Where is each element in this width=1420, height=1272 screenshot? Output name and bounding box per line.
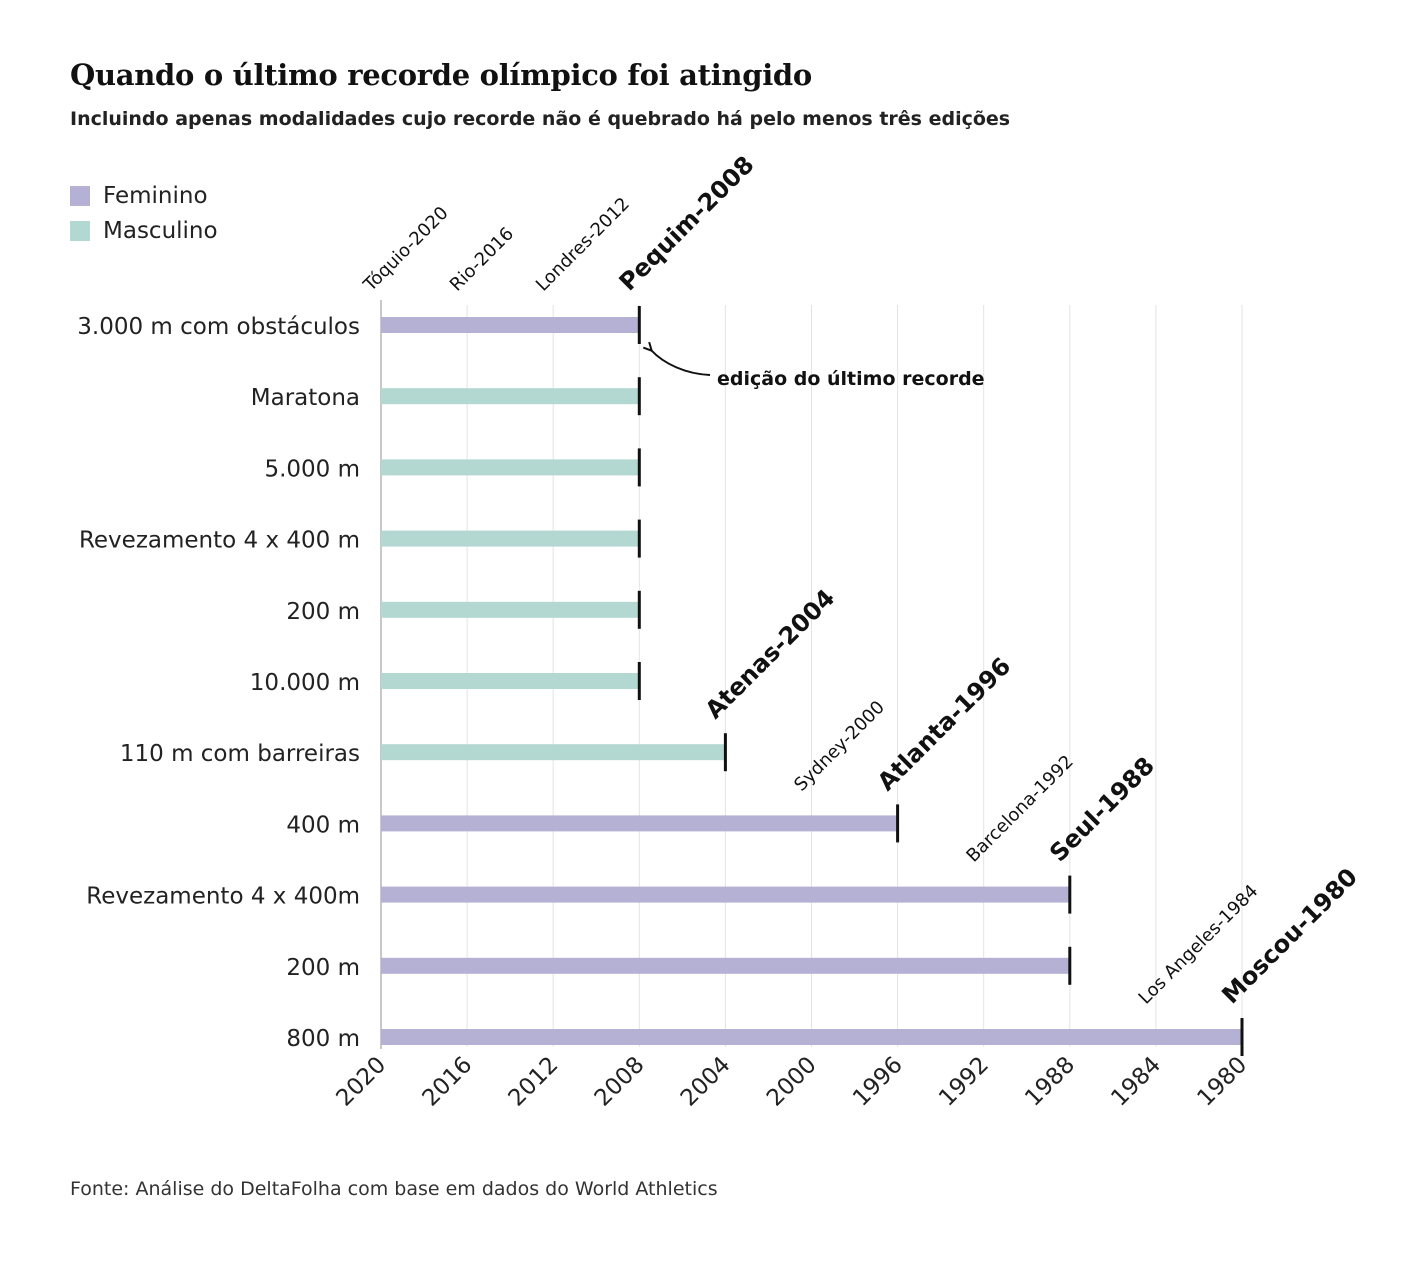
legend-label-feminino: Feminino bbox=[103, 182, 208, 209]
edition-label-highlight: Moscou-1980 bbox=[1216, 863, 1363, 1010]
x-tick-label: 2020 bbox=[331, 1052, 391, 1112]
annotation-label: edição do último recorde bbox=[717, 368, 985, 390]
edition-label: Sydney-2000 bbox=[790, 697, 889, 796]
x-tick-label: 2012 bbox=[504, 1052, 564, 1112]
category-label: 800 m bbox=[286, 1026, 360, 1052]
edition-label-highlight: Atlanta-1996 bbox=[872, 652, 1016, 796]
bar bbox=[381, 744, 726, 761]
category-label: 10.000 m bbox=[250, 670, 360, 696]
bar bbox=[381, 673, 640, 689]
bar bbox=[381, 530, 640, 547]
bar bbox=[381, 601, 640, 618]
edition-label: Tóquio-2020 bbox=[359, 203, 453, 297]
bar bbox=[381, 388, 640, 405]
x-tick-label: 1996 bbox=[848, 1052, 908, 1112]
x-tick-label: 2016 bbox=[418, 1052, 478, 1112]
x-tick-label: 2000 bbox=[762, 1052, 822, 1112]
category-label: Revezamento 4 x 400m bbox=[86, 884, 360, 910]
category-label: 5.000 m bbox=[264, 456, 360, 482]
x-tick-label: 1992 bbox=[934, 1052, 994, 1112]
bar bbox=[381, 459, 640, 476]
edition-label-highlight: Atenas-2004 bbox=[700, 584, 840, 724]
legend-swatch-masculino bbox=[70, 220, 90, 241]
category-label: 200 m bbox=[286, 955, 360, 981]
category-label: 400 m bbox=[286, 812, 360, 838]
legend-item-feminino: Feminino bbox=[70, 178, 218, 213]
category-label: Revezamento 4 x 400 m bbox=[79, 528, 360, 554]
source-note: Fonte: Análise do DeltaFolha com base em… bbox=[70, 1178, 718, 1200]
chart-plot: 3.000 m com obstáculos Maratona 5.000 m Rev… bbox=[77, 150, 1363, 1112]
x-tick-label: 1980 bbox=[1192, 1052, 1252, 1112]
x-tick-label: 1984 bbox=[1106, 1052, 1166, 1112]
bar bbox=[381, 957, 1070, 974]
edition-label-highlight: Pequim-2008 bbox=[614, 150, 760, 296]
chart-subtitle: Incluindo apenas modalidades cujo record… bbox=[70, 108, 1011, 130]
bar bbox=[381, 317, 640, 333]
category-label: Maratona bbox=[251, 385, 360, 411]
annotation-arrow bbox=[651, 350, 711, 376]
bar bbox=[381, 815, 898, 832]
category-label: 200 m bbox=[286, 599, 360, 625]
chart-title: Quando o último recorde olímpico foi ati… bbox=[70, 58, 812, 92]
legend-item-masculino: Masculino bbox=[70, 213, 218, 248]
category-label: 3.000 m com obstáculos bbox=[77, 314, 360, 340]
legend-swatch-feminino bbox=[70, 185, 90, 206]
x-tick-label: 2004 bbox=[676, 1052, 736, 1112]
edition-label: Rio-2016 bbox=[446, 223, 518, 295]
x-tick-label: 1988 bbox=[1020, 1052, 1080, 1112]
category-label: 110 m com barreiras bbox=[120, 741, 360, 767]
legend: Feminino Masculino bbox=[70, 178, 218, 248]
bar bbox=[381, 1029, 1242, 1045]
bar bbox=[381, 886, 1070, 903]
legend-label-masculino: Masculino bbox=[103, 217, 218, 244]
x-tick-label: 2008 bbox=[590, 1052, 650, 1112]
